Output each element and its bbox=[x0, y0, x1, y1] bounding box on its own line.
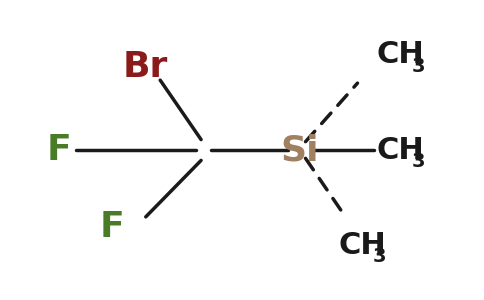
Text: 3: 3 bbox=[411, 152, 425, 171]
Text: F: F bbox=[47, 133, 72, 167]
Text: CH: CH bbox=[377, 136, 424, 164]
Text: CH: CH bbox=[338, 231, 386, 260]
Text: CH: CH bbox=[377, 40, 424, 69]
Text: F: F bbox=[100, 210, 124, 244]
Text: Si: Si bbox=[281, 133, 319, 167]
Text: 3: 3 bbox=[373, 247, 386, 266]
Text: 3: 3 bbox=[411, 57, 425, 76]
Text: Br: Br bbox=[123, 50, 168, 84]
